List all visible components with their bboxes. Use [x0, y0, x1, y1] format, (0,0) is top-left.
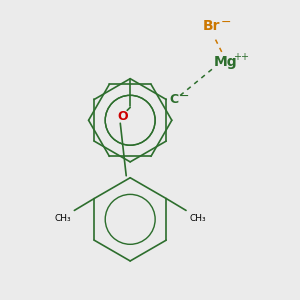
- Text: ++: ++: [233, 52, 250, 62]
- Text: CH₃: CH₃: [55, 214, 71, 224]
- Text: −: −: [220, 16, 231, 29]
- Text: Mg: Mg: [214, 55, 238, 69]
- Text: O: O: [117, 110, 128, 123]
- Text: CH₃: CH₃: [189, 214, 206, 224]
- Text: −: −: [179, 90, 189, 103]
- Text: Br: Br: [203, 19, 220, 33]
- Text: C: C: [169, 93, 179, 106]
